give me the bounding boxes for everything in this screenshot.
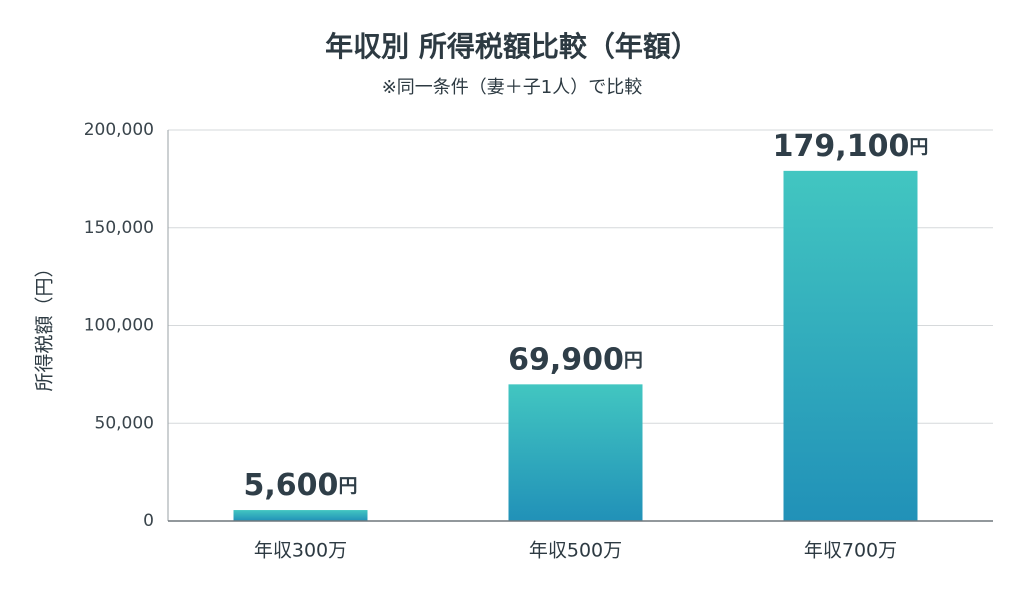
y-tick-label: 150,000: [84, 218, 154, 238]
chart-subtitle: ※同一条件（妻＋子1人）で比較: [382, 77, 643, 98]
bar: [783, 170, 918, 521]
bar: [508, 384, 643, 521]
x-tick-label: 年収700万: [804, 540, 897, 562]
value-label: 69,900円: [508, 342, 643, 377]
bar: [233, 510, 368, 521]
y-tick-label: 200,000: [84, 120, 154, 140]
value-label: 5,600円: [244, 468, 358, 503]
value-label: 179,100円: [773, 128, 929, 163]
x-tick-label: 年収500万: [529, 540, 622, 562]
y-tick-label: 0: [143, 511, 154, 531]
y-tick-label: 100,000: [84, 316, 154, 336]
x-tick-label: 年収300万: [254, 540, 347, 562]
chart-title: 年収別 所得税額比較（年額）: [325, 30, 699, 63]
y-tick-label: 50,000: [95, 413, 154, 433]
y-axis-label: 所得税額（円）: [34, 258, 56, 391]
